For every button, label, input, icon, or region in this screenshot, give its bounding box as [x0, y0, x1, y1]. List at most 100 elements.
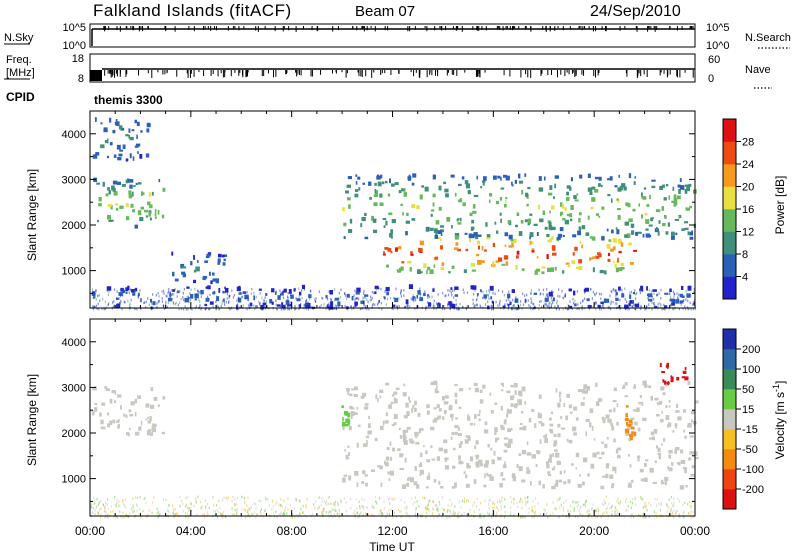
clutter-cell — [216, 295, 218, 298]
echo-cell — [475, 462, 480, 468]
clutter-cell — [626, 300, 628, 304]
clutter-cell — [538, 307, 540, 311]
clutter-cell — [253, 502, 255, 505]
clutter-cell — [152, 293, 154, 296]
echo-cell — [126, 178, 130, 183]
echo-cell — [536, 450, 541, 455]
clutter-cell — [254, 307, 256, 311]
clutter-cell — [132, 511, 134, 514]
clutter-cell — [389, 296, 392, 300]
echo-cell — [491, 300, 494, 304]
clutter-cell — [172, 511, 174, 515]
clutter-cell — [331, 515, 333, 519]
clutter-cell — [602, 512, 604, 516]
clutter-cell — [405, 511, 407, 515]
clutter-cell — [487, 300, 489, 304]
echo-cell — [351, 388, 355, 391]
clutter-cell — [247, 298, 249, 302]
clutter-cell — [640, 305, 642, 308]
clutter-cell — [587, 513, 589, 517]
clutter-cell — [404, 501, 406, 504]
clutter-cell — [327, 502, 330, 506]
echo-cell — [480, 186, 483, 189]
clutter-cell — [487, 513, 489, 517]
clutter-cell — [467, 499, 470, 503]
clutter-cell — [289, 302, 291, 305]
echo-cell — [409, 477, 415, 483]
clutter-cell — [658, 292, 660, 295]
echo-cell — [477, 234, 482, 237]
clutter-cell — [328, 302, 330, 306]
clutter-cell — [572, 301, 575, 305]
echo-cell — [358, 187, 361, 191]
echo-cell — [382, 420, 385, 426]
echo-cell — [379, 395, 381, 399]
echo-cell — [673, 198, 678, 204]
echo-cell — [116, 181, 122, 185]
clutter-cell — [579, 301, 582, 305]
echo-cell — [454, 424, 459, 429]
clutter-cell — [279, 295, 281, 298]
clutter-cell — [116, 498, 118, 502]
echo-cell — [521, 386, 526, 392]
clutter-cell — [616, 512, 618, 516]
clutter-cell — [232, 513, 234, 516]
clutter-cell — [98, 307, 100, 311]
clutter-cell — [525, 299, 527, 303]
clutter-cell — [590, 288, 592, 291]
time-tick-label: 16:00 — [478, 524, 508, 538]
clutter-cell — [320, 303, 322, 307]
clutter-cell — [183, 287, 186, 291]
echo-cell — [137, 182, 142, 185]
clutter-cell — [611, 513, 614, 516]
clutter-cell — [129, 288, 132, 291]
clutter-cell — [259, 510, 262, 514]
clutter-cell — [218, 307, 220, 311]
velocity-colorbar-label: Velocity [m s-1] — [771, 381, 787, 460]
echo-cell — [570, 205, 574, 211]
echo-cell — [522, 425, 527, 431]
echo-cell — [681, 376, 686, 379]
echo-cell — [222, 298, 225, 302]
clutter-cell — [299, 302, 302, 306]
echo-cell — [384, 461, 389, 467]
echo-cell — [94, 117, 97, 120]
echo-cell — [377, 287, 380, 290]
clutter-cell — [333, 503, 335, 506]
echo-cell — [689, 231, 693, 236]
clutter-cell — [103, 307, 105, 310]
echo-cell — [94, 386, 97, 391]
echo-cell — [224, 286, 226, 290]
clutter-cell — [488, 512, 491, 516]
clutter-cell — [415, 507, 417, 510]
echo-cell — [135, 287, 138, 292]
clutter-cell — [226, 292, 229, 296]
clutter-cell — [354, 513, 356, 516]
echo-cell — [506, 410, 509, 415]
echo-cell — [674, 218, 680, 221]
clutter-cell — [603, 511, 605, 514]
clutter-cell — [519, 500, 521, 503]
colorbar-tick-label: 16 — [742, 204, 754, 216]
echo-cell — [476, 175, 479, 180]
clutter-cell — [639, 288, 642, 292]
echo-cell — [205, 286, 209, 289]
echo-cell — [126, 203, 129, 208]
clutter-cell — [595, 291, 598, 295]
echo-cell — [538, 176, 542, 181]
echo-cell — [617, 214, 621, 220]
clutter-cell — [407, 307, 409, 311]
clutter-cell — [486, 293, 488, 297]
echo-cell — [670, 231, 675, 236]
clutter-cell — [355, 497, 357, 501]
clutter-cell — [107, 513, 109, 517]
echo-cell — [516, 212, 520, 217]
echo-cell — [457, 433, 462, 437]
clutter-cell — [104, 515, 106, 519]
echo-cell — [348, 425, 352, 431]
clutter-cell — [396, 305, 398, 309]
nave-right-tick-bottom: 0 — [708, 73, 714, 85]
clutter-cell — [148, 303, 150, 307]
echo-cell — [461, 176, 465, 180]
echo-cell — [529, 232, 534, 236]
